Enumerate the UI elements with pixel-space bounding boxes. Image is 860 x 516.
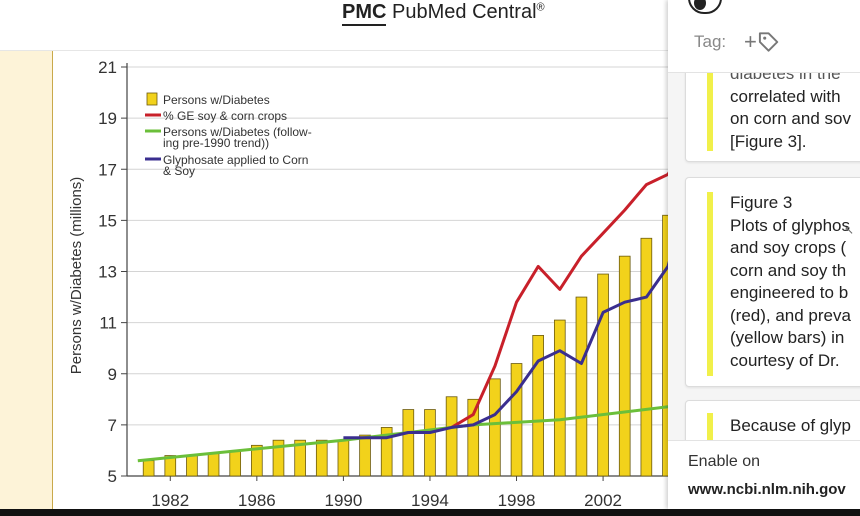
annotation-line: Because of glyp bbox=[730, 416, 851, 435]
y-tick-label: 13 bbox=[98, 263, 117, 282]
diabetes-bar bbox=[315, 439, 328, 477]
chart-svg: 5791113151719211982198619901994199820022… bbox=[68, 58, 668, 509]
diabetes-bar bbox=[142, 460, 155, 477]
diabetes-bar bbox=[207, 452, 220, 477]
legend-label: % GE soy & corn crops bbox=[163, 109, 287, 123]
y-tick-label: 9 bbox=[108, 365, 117, 384]
diabetes-bar bbox=[575, 296, 588, 477]
annotation-side-panel: diabetes in the correlated with on corn … bbox=[668, 0, 860, 509]
logo-abbrev: PMC bbox=[342, 1, 387, 26]
diabetes-bar bbox=[597, 273, 609, 477]
annotation-line: corn and soy th bbox=[730, 260, 847, 280]
logo-name: PubMed Central bbox=[392, 1, 537, 23]
article-left-strip bbox=[0, 51, 53, 509]
diabetes-bar bbox=[510, 363, 523, 477]
annotation-text: Figure 3 Plots of glyphos and soy crops … bbox=[730, 192, 860, 372]
x-tick-label: 1990 bbox=[324, 491, 362, 509]
y-axis-label: Persons w/Diabetes (millions) bbox=[68, 177, 85, 375]
y-tick-label: 15 bbox=[98, 211, 117, 230]
diabetes-bar bbox=[553, 319, 566, 477]
pmc-logo[interactable]: PMC PubMed Central® bbox=[342, 1, 545, 26]
annotation-line: (red), and preva bbox=[730, 305, 851, 325]
diabetes-bar bbox=[662, 214, 668, 477]
y-tick-label: 17 bbox=[98, 160, 117, 179]
legend-label: Persons w/Diabetes bbox=[163, 93, 270, 107]
diabetes-bar bbox=[424, 409, 436, 477]
legend-label: Glyphosate applied to Corn & Soy bbox=[163, 153, 308, 178]
enable-on-label: Enable on bbox=[688, 453, 761, 470]
enable-on-url: www.ncbi.nlm.nih.gov bbox=[688, 481, 846, 498]
x-tick-label: 1986 bbox=[238, 491, 276, 509]
annotation-line: courtesy of Dr. bbox=[730, 350, 840, 370]
x-tick-label: 2002 bbox=[584, 491, 622, 509]
diabetes-bar bbox=[164, 455, 177, 477]
diabetes-bar bbox=[640, 237, 653, 477]
panel-header: Tag: + bbox=[668, 0, 860, 73]
diabetes-bar bbox=[380, 427, 393, 477]
diabetes-bar bbox=[532, 335, 544, 477]
diabetes-bar bbox=[618, 255, 631, 477]
figure-chart: 5791113151719211982198619901994199820022… bbox=[54, 51, 668, 509]
diabetes-bar bbox=[229, 450, 242, 477]
diabetes-bar bbox=[359, 434, 371, 477]
bottom-edge bbox=[0, 509, 860, 516]
legend-swatch bbox=[146, 92, 158, 106]
annotation-line: Figure 3 bbox=[730, 193, 793, 212]
y-tick-label: 7 bbox=[108, 416, 117, 435]
tag-icon bbox=[758, 32, 779, 52]
diabetes-bar bbox=[186, 455, 198, 477]
diabetes-bar bbox=[489, 378, 501, 477]
y-tick-label: 11 bbox=[99, 314, 117, 333]
highlight-bar bbox=[707, 413, 713, 453]
x-tick-label: 1998 bbox=[498, 491, 536, 509]
diabetes-bar bbox=[251, 444, 263, 477]
annotation-line: on corn and sov bbox=[730, 109, 851, 128]
x-tick-label: 1982 bbox=[151, 491, 189, 509]
top-header: PMC PubMed Central® bbox=[0, 0, 668, 51]
logo-mark: ® bbox=[536, 1, 545, 14]
add-tag-button[interactable]: + bbox=[744, 28, 780, 56]
legend-label: Persons w/Diabetes (follow-ing pre-1990 … bbox=[163, 125, 312, 150]
mouse-cursor-icon: ↖ bbox=[844, 223, 855, 237]
diabetes-bar bbox=[402, 409, 415, 477]
annotation-line: (yellow bars) in bbox=[730, 328, 845, 347]
highlight-bar bbox=[707, 67, 713, 151]
plus-icon: + bbox=[744, 29, 757, 54]
annotation-line: and soy crops ( bbox=[730, 238, 847, 257]
tag-label: Tag: bbox=[694, 32, 727, 51]
diabetes-bar bbox=[467, 398, 480, 477]
y-tick-label: 19 bbox=[98, 109, 117, 128]
highlight-bar bbox=[707, 192, 713, 376]
x-tick-label: 1994 bbox=[411, 491, 449, 509]
annotation-line: engineered to b bbox=[730, 283, 849, 302]
avatar[interactable] bbox=[688, 0, 722, 14]
series-line bbox=[450, 171, 668, 429]
annotation-line: [Figure 3]. bbox=[730, 131, 807, 151]
annotation-line: Plots of glyphos bbox=[730, 215, 851, 235]
series-line bbox=[343, 260, 668, 440]
annotation-text: Because of glyp bbox=[730, 415, 860, 438]
enable-on-site-box[interactable]: Enable on www.ncbi.nlm.nih.gov bbox=[668, 440, 860, 509]
annotation-card[interactable]: Figure 3 Plots of glyphos and soy crops … bbox=[685, 177, 860, 387]
y-tick-label: 21 bbox=[98, 58, 117, 77]
diabetes-bar bbox=[272, 439, 285, 477]
annotation-text: diabetes in the correlated with on corn … bbox=[730, 63, 860, 153]
annotation-line: correlated with bbox=[730, 86, 841, 106]
annotation-card[interactable]: diabetes in the correlated with on corn … bbox=[685, 60, 860, 162]
diabetes-bar bbox=[294, 439, 306, 477]
y-tick-label: 5 bbox=[108, 467, 117, 486]
diabetes-bar bbox=[337, 439, 350, 477]
diabetes-bar bbox=[445, 396, 458, 477]
